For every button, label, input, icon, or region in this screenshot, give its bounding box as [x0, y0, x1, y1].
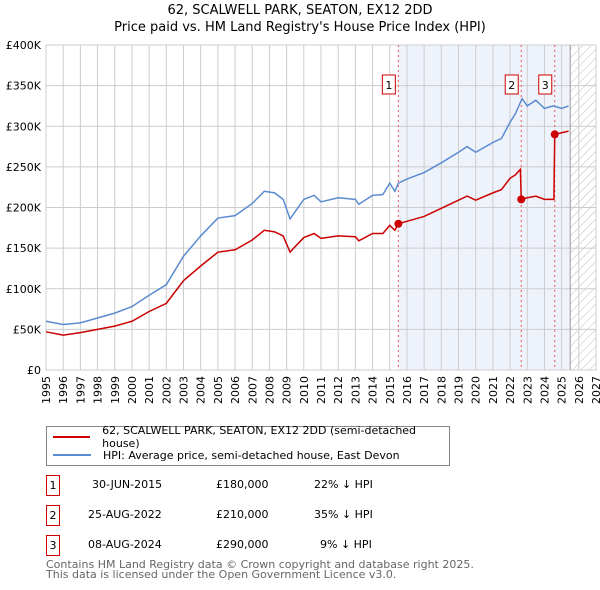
sale-date: 30-JUN-2015: [92, 478, 163, 491]
x-tick-label: 2001: [143, 376, 156, 404]
sale-hpi-diff: 22% ↓ HPI: [314, 478, 373, 491]
x-tick-label: 2000: [126, 376, 139, 404]
x-tick-label: 2008: [263, 376, 276, 404]
x-tick-label: 2015: [384, 376, 397, 404]
sale-date: 25-AUG-2022: [88, 508, 162, 521]
x-tick-label: 2016: [401, 376, 414, 404]
sale-label-box: [381, 74, 396, 95]
footer-copyright: Contains HM Land Registry data © Crown c…: [46, 558, 474, 571]
sale-label: 2: [508, 79, 515, 92]
x-tick-label: 2011: [315, 376, 328, 404]
y-tick-label: £50K: [13, 323, 42, 336]
sale-marker-badge: 3: [46, 535, 60, 556]
x-tick-label: 2003: [178, 376, 191, 404]
legend-label-hpi: HPI: Average price, semi-detached house,…: [103, 448, 400, 462]
x-tick-label: 2006: [229, 376, 242, 404]
sale-label-box: [504, 74, 519, 95]
x-tick-label: 2018: [435, 376, 448, 404]
x-tick-label: 1996: [57, 376, 70, 404]
x-tick-label: 2025: [556, 376, 569, 404]
footer-licence: This data is licensed under the Open Gov…: [46, 568, 397, 581]
x-tick-label: 2007: [246, 376, 259, 404]
sale-point: [550, 130, 559, 139]
series-line: [45, 97, 569, 326]
x-tick-label: 2002: [160, 376, 173, 404]
y-tick-label: £400K: [6, 39, 42, 52]
x-tick-label: 2023: [521, 376, 534, 404]
x-tick-label: 2014: [367, 376, 380, 404]
series-line: [45, 130, 569, 336]
x-tick-label: 2020: [470, 376, 483, 404]
x-tick-label: 2012: [332, 376, 345, 404]
sale-price: £180,000: [216, 478, 269, 491]
x-tick-label: 1998: [92, 376, 105, 404]
y-tick-label: £300K: [6, 120, 42, 133]
legend-label-property: 62, SCALWELL PARK, SEATON, EX12 2DD (sem…: [102, 424, 417, 450]
x-tick-label: 1997: [74, 376, 87, 404]
sale-label: 1: [385, 79, 392, 92]
sale-date: 08-AUG-2024: [88, 538, 162, 551]
y-tick-label: £250K: [6, 161, 42, 174]
x-tick-label: 1995: [40, 376, 53, 404]
sale-point: [394, 219, 403, 228]
sale-point: [517, 195, 526, 204]
x-tick-label: 2019: [453, 376, 466, 404]
x-tick-label: 2004: [195, 376, 208, 404]
sale-label: 3: [542, 79, 549, 92]
chart-title: 62, SCALWELL PARK, SEATON, EX12 2DD: [167, 3, 433, 18]
y-tick-label: £350K: [6, 80, 42, 93]
legend-swatch-property: [53, 436, 91, 438]
x-tick-label: 2017: [418, 376, 431, 404]
sale-price: £210,000: [216, 508, 269, 521]
x-tick-label: 2027: [590, 376, 600, 404]
y-tick-label: £100K: [6, 283, 42, 296]
sale-label-box: [538, 74, 553, 95]
x-tick-label: 2026: [573, 376, 586, 404]
x-tick-label: 2010: [298, 376, 311, 404]
y-tick-label: £200K: [6, 202, 42, 215]
legend: 62, SCALWELL PARK, SEATON, EX12 2DD (sem…: [46, 424, 450, 466]
x-tick-label: 2024: [538, 376, 551, 404]
y-tick-label: £150K: [6, 242, 42, 255]
sale-hpi-diff: 35% ↓ HPI: [314, 508, 373, 521]
x-tick-label: 2005: [212, 376, 225, 404]
sale-marker-badge: 2: [46, 505, 60, 526]
x-tick-label: 2022: [504, 376, 517, 404]
plot-area: 1995 1996 1997 1998 1999 2000 2001 2002 2003 2004…: [6, 39, 600, 404]
chart-subtitle: Price paid vs. HM Land Registry's House …: [114, 20, 486, 35]
sale-hpi-diff: 9% ↓ HPI: [320, 538, 372, 551]
sale-marker-badge: 1: [46, 475, 60, 496]
x-tick-label: 1999: [109, 376, 122, 404]
x-tick-label: 2009: [281, 376, 294, 404]
footer: Contains HM Land Registry data © Crown c…: [46, 558, 474, 581]
y-tick-label: £0: [27, 364, 41, 377]
legend-swatch-hpi: [53, 454, 91, 456]
sale-price: £290,000: [216, 538, 269, 551]
x-tick-label: 2013: [349, 376, 362, 404]
x-tick-label: 2021: [487, 376, 500, 404]
